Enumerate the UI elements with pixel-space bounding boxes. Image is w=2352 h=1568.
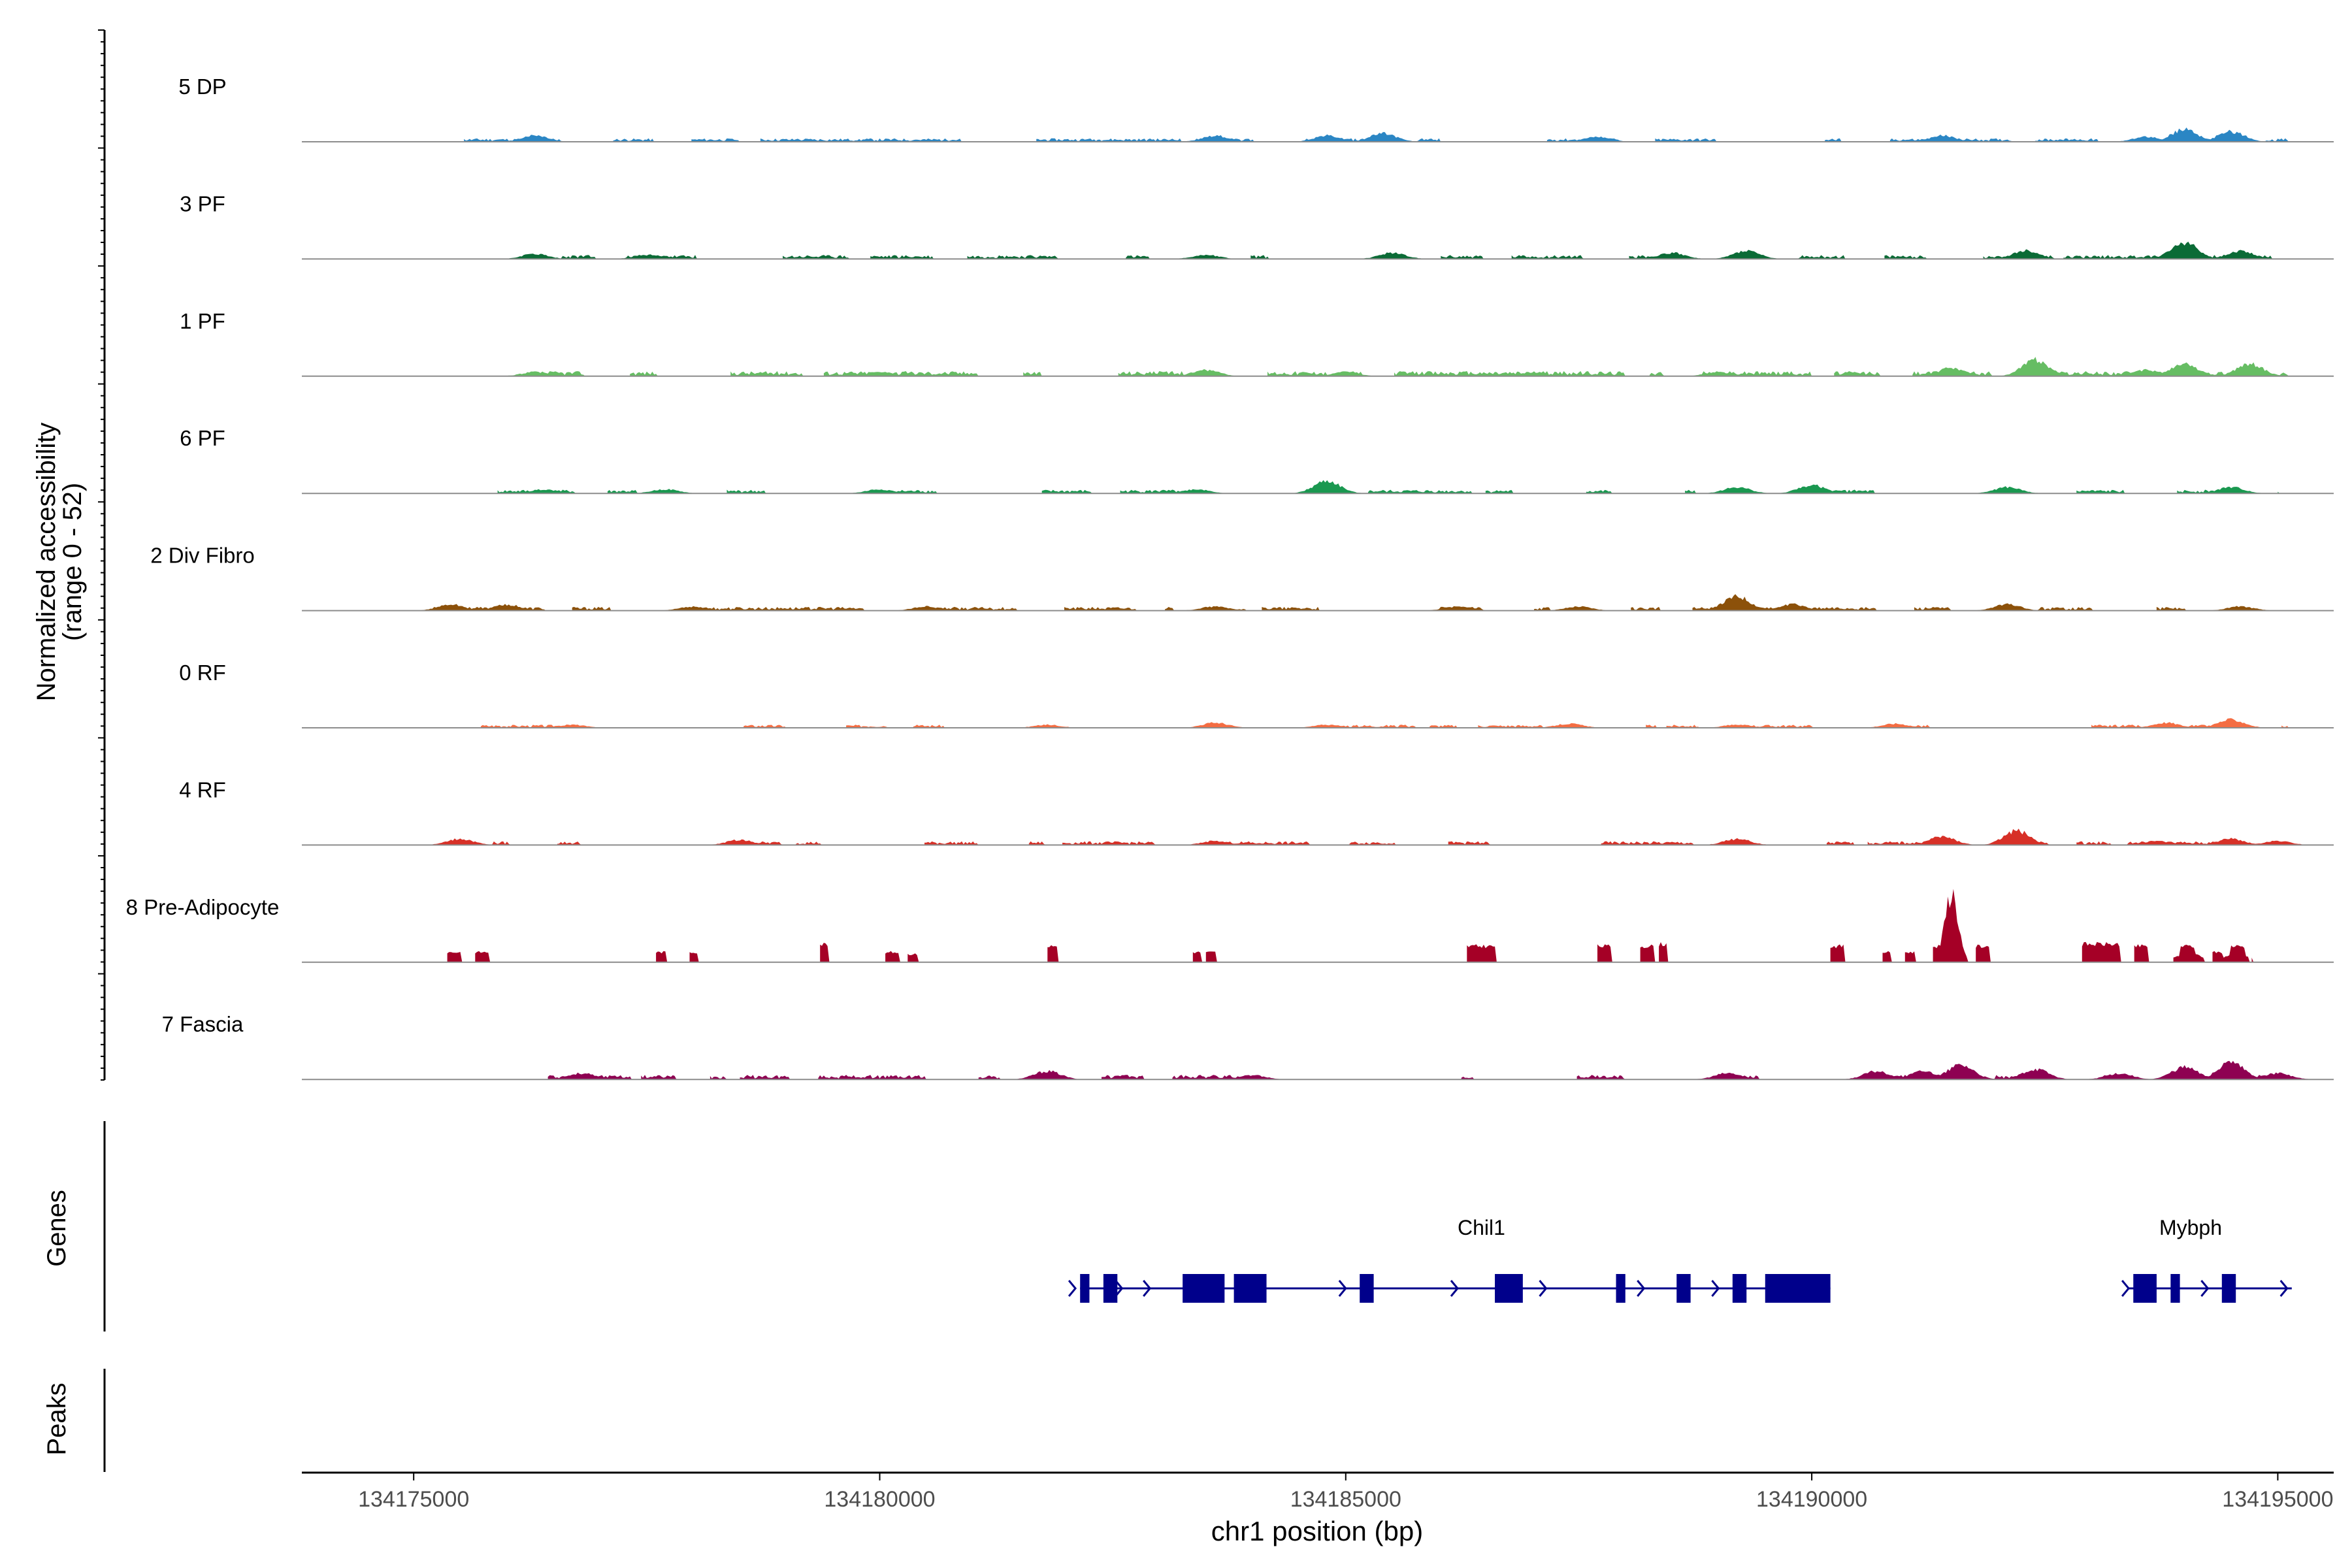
track-2-div-fibro: 2 Div Fibro (150, 544, 2334, 612)
genes-panel-label: Genes (42, 1190, 71, 1267)
track-0-rf: 0 RF (179, 661, 2334, 728)
coverage-area (503, 241, 2276, 259)
gene-name: Chil1 (1458, 1216, 1505, 1239)
coverage-axis-range: (range 0 - 52) (58, 483, 87, 641)
track-label: 4 RF (179, 777, 226, 802)
track-label: 5 DP (178, 74, 226, 99)
x-tick-label: 134185000 (1290, 1487, 1401, 1512)
strand-arrow (1539, 1280, 1548, 1297)
gene-exon (1616, 1274, 1625, 1303)
gene-exon (2221, 1274, 2236, 1303)
x-tick-label: 134180000 (824, 1487, 935, 1512)
gene-exon (1495, 1274, 1523, 1303)
track-label: 6 PF (180, 426, 225, 450)
track-label: 0 RF (179, 661, 226, 685)
gene-exon (2133, 1274, 2157, 1303)
x-axis-label: chr1 position (bp) (1211, 1516, 1424, 1546)
gene-chil1: Chil1 (1068, 1216, 1831, 1303)
gene-exon (1183, 1274, 1225, 1303)
track-7-fascia: 7 Fascia (162, 1012, 2334, 1081)
strand-arrow (2279, 1280, 2289, 1297)
strand-arrow (2200, 1280, 2210, 1297)
track-6-pf: 6 PF (180, 426, 2334, 495)
x-tick-label: 134175000 (358, 1487, 469, 1512)
strand-arrow (1450, 1280, 1459, 1297)
left-axes (98, 29, 106, 1472)
peaks-panel-label: Peaks (42, 1382, 71, 1455)
gene-exon (1732, 1274, 1747, 1303)
track-label: 3 PF (180, 191, 225, 216)
track-label: 8 Pre-Adipocyte (126, 895, 280, 919)
track-4-rf: 4 RF (179, 777, 2334, 846)
strand-arrow (1143, 1280, 1152, 1297)
track-3-pf: 3 PF (180, 191, 2334, 260)
gene-annotations: Chil1 Mybph (1068, 1216, 2292, 1303)
strand-arrow (1711, 1280, 1720, 1297)
gene-exon (1233, 1274, 1267, 1303)
coverage-area (497, 480, 2280, 494)
track-8-pre-adipocyte: 8 Pre-Adipocyte (126, 889, 2334, 963)
coverage-tracks: 5 DP 3 PF 1 PF 6 PF 2 Div Fibro 0 RF 4 RF 8 Pre… (126, 74, 2334, 1081)
track-label: 1 PF (180, 309, 225, 333)
strand-arrow (2121, 1280, 2131, 1297)
gene-exon (1080, 1274, 1090, 1303)
strand-arrow (1637, 1280, 1646, 1297)
coverage-area (417, 594, 2274, 611)
x-tick-label: 134190000 (1756, 1487, 1867, 1512)
gene-exon (1360, 1274, 1374, 1303)
coverage-area (547, 1060, 2313, 1080)
strand-arrow (1338, 1280, 1347, 1297)
track-1-pf: 1 PF (180, 309, 2334, 377)
gene-mybph: Mybph (2121, 1216, 2292, 1303)
gene-name: Mybph (2159, 1216, 2222, 1239)
gene-exon (1676, 1274, 1691, 1303)
coverage-axis-label: Normalized accessibility (32, 423, 61, 702)
gene-exon (1765, 1274, 1831, 1303)
track-label: 2 Div Fibro (150, 544, 255, 568)
strand-arrow (1068, 1280, 1077, 1297)
track-5-dp: 5 DP (178, 74, 2334, 142)
gene-exon (1103, 1274, 1118, 1303)
x-axis: 134175000 134180000 134185000 134190000 1341… (302, 1471, 2334, 1512)
x-tick-label: 134195000 (2222, 1487, 2333, 1512)
gene-exon (2170, 1274, 2180, 1303)
coverage-area (480, 718, 2289, 728)
track-label: 7 Fascia (162, 1012, 244, 1036)
coverage-area (447, 889, 2254, 962)
coverage-area (427, 828, 2310, 845)
coverage-area (464, 127, 2289, 142)
coverage-area (505, 357, 2289, 376)
strand-arrow (1115, 1280, 1124, 1297)
